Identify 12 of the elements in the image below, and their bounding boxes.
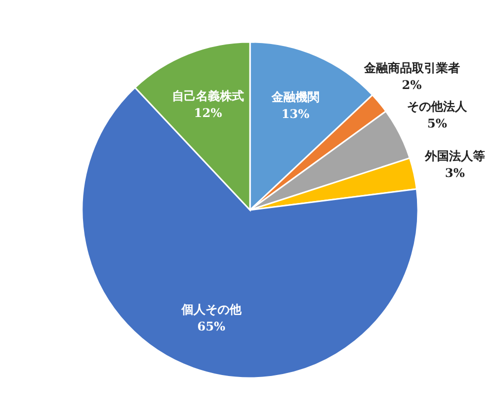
data-label: 2% xyxy=(402,78,422,92)
data-label: 13% xyxy=(281,107,310,122)
data-label: 65% xyxy=(197,319,226,334)
slice-label: 外国法人等 xyxy=(424,149,485,164)
slice-label: 自己名義株式 xyxy=(172,88,244,103)
slice-label: 個人その他 xyxy=(180,302,242,316)
data-label: 5% xyxy=(427,116,448,131)
data-label: 3% xyxy=(445,166,466,180)
slice-label: その他法人 xyxy=(407,100,468,114)
data-label: 12% xyxy=(194,106,223,120)
slice-label: 金融商品取引業者 xyxy=(362,61,460,76)
slice-label: 金融機関 xyxy=(270,90,320,104)
